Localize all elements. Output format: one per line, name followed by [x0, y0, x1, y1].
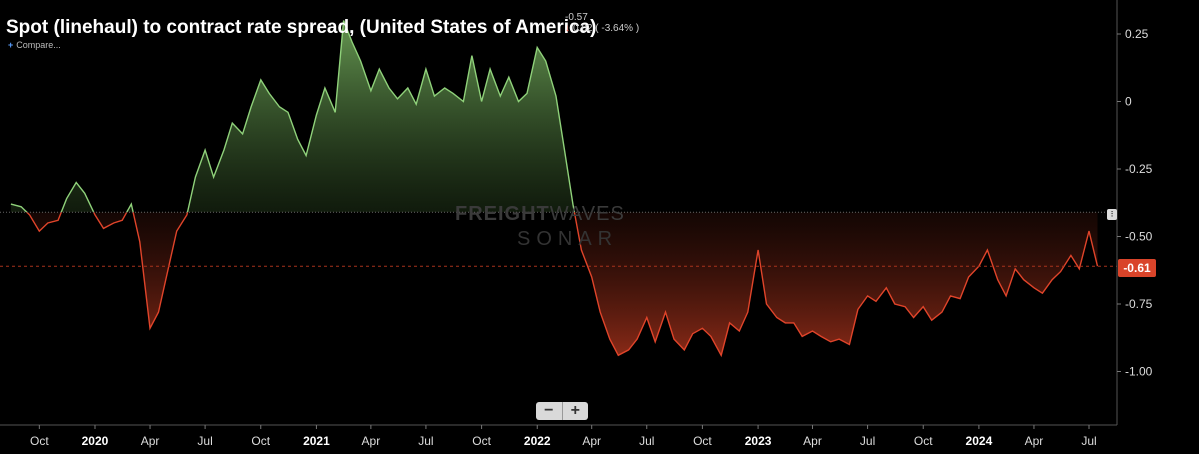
series-line-negative	[25, 212, 1099, 358]
x-tick-label: 2024	[966, 434, 993, 448]
zoom-in-button[interactable]: +	[570, 402, 580, 419]
last-value: -0.57	[565, 12, 588, 23]
x-tick-label: 2020	[82, 434, 109, 448]
y-tick-label: -0.75	[1125, 297, 1153, 311]
positive-area	[10, 20, 575, 213]
compare-button[interactable]: + Compare...	[8, 40, 61, 50]
x-tick-label: Oct	[914, 434, 933, 448]
x-tick-label: Apr	[582, 434, 601, 448]
y-tick-label: -0.25	[1125, 162, 1153, 176]
arrow-down-icon: ↓	[565, 23, 570, 34]
change-value: 0.02	[573, 23, 593, 34]
compare-label: Compare...	[16, 40, 61, 50]
zoom-out-button[interactable]: −	[536, 402, 563, 420]
series-line-positive	[10, 20, 576, 213]
x-tick-label: Apr	[362, 434, 381, 448]
x-tick-label: Apr	[803, 434, 822, 448]
chart-title: Spot (linehaul) to contract rate spread,…	[6, 17, 597, 38]
x-tick-label: Jul	[197, 434, 212, 448]
x-tick-label: Apr	[141, 434, 160, 448]
x-tick-label: Jul	[418, 434, 433, 448]
change-percent: ( -3.64% )	[595, 23, 640, 34]
area-layer	[10, 20, 1098, 356]
x-tick-label: 2023	[745, 434, 772, 448]
x-tick-label: Oct	[472, 434, 491, 448]
x-tick-label: Oct	[30, 434, 49, 448]
last-value-badge: -0.61	[1118, 259, 1156, 277]
watermark-logo: FREIGHTWAVES	[455, 203, 625, 225]
y-tick-label: -1.00	[1125, 365, 1153, 379]
x-tick-label: 2021	[303, 434, 330, 448]
x-tick-label: Oct	[693, 434, 712, 448]
zoom-controls: − +	[536, 402, 588, 420]
plus-icon: +	[8, 40, 14, 50]
x-tick-label: Jul	[860, 434, 875, 448]
series-line-layer	[10, 20, 1099, 358]
x-tick-label: Oct	[251, 434, 270, 448]
x-tick-label: Apr	[1025, 434, 1044, 448]
y-tick-label: 0.25	[1125, 27, 1149, 41]
y-axis: 0.25 0 -0.25 -0.50 -0.75 -1.00	[1116, 0, 1153, 425]
reference-layer	[0, 211, 1117, 267]
reference-line-handle-icon[interactable]: ⁝	[1107, 209, 1117, 220]
watermark-sonar: SONAR	[517, 228, 619, 250]
x-tick-label: Jul	[1081, 434, 1096, 448]
x-tick-label: Jul	[639, 434, 654, 448]
negative-area	[10, 212, 1098, 356]
x-axis: Oct 2020 Apr Jul Oct 2021 Apr Jul Oct 2022 Apr Jul O…	[0, 424, 1117, 448]
y-tick-label: 0	[1125, 95, 1132, 109]
x-tick-label: 2022	[524, 434, 551, 448]
y-tick-label: -0.50	[1125, 230, 1153, 244]
change-readout: ↓ 0.02 ( -3.64% )	[565, 23, 639, 34]
